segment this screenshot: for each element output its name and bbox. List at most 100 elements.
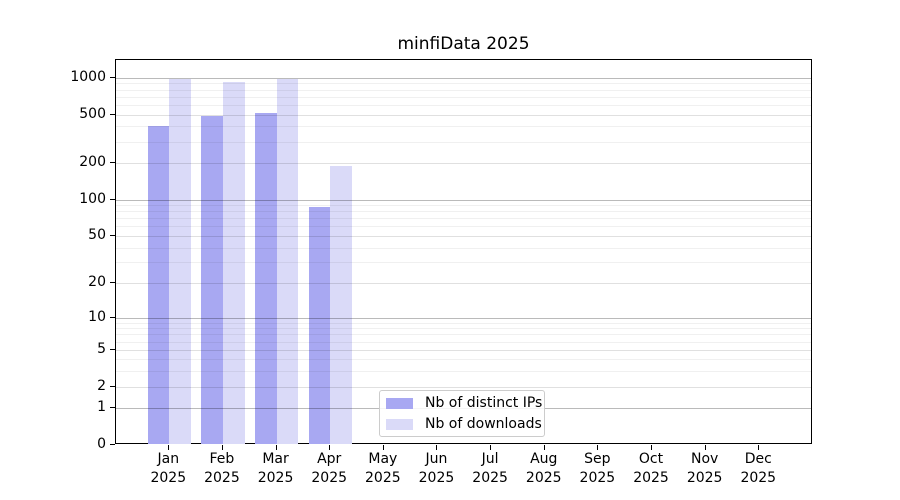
x-tick-label-apr: Apr 2025 — [287, 450, 371, 488]
bar-jan-downloads — [169, 79, 191, 444]
y-tick-label-100: 100 — [79, 190, 106, 207]
y-tick-label-500: 500 — [79, 105, 106, 122]
bar-feb-downloads — [222, 82, 245, 444]
x-tick-year: 2025 — [633, 470, 669, 486]
gridline-minor-7 — [116, 334, 811, 336]
x-tick-year: 2025 — [579, 470, 616, 486]
x-tick-year: 2025 — [740, 470, 777, 486]
y-tick-mark-200 — [110, 162, 115, 164]
x-tick-month: Aug — [530, 451, 558, 467]
gridline-minor-60 — [116, 226, 811, 228]
x-tick-label-sep: Sep 2025 — [555, 450, 639, 488]
gridline-minor-3 — [116, 371, 811, 373]
x-tick-month: May — [368, 451, 398, 467]
bar-jan-distinct-ips — [147, 125, 170, 444]
x-tick-year: 2025 — [418, 470, 455, 486]
gridline-mid-5 — [116, 349, 811, 351]
y-tick-label-5: 5 — [97, 340, 106, 357]
y-tick-label-10: 10 — [88, 308, 106, 325]
gridline-minor-30 — [116, 262, 811, 264]
x-tick-mark-jan — [168, 445, 170, 450]
x-tick-year: 2025 — [525, 470, 562, 486]
gridline-minor-400 — [116, 126, 811, 128]
x-tick-month: Mar — [262, 451, 289, 467]
x-tick-mark-may — [382, 445, 384, 450]
y-tick-label-200: 200 — [79, 154, 106, 171]
plot-area — [115, 59, 812, 444]
bar-apr-distinct-ips — [308, 206, 331, 444]
x-tick-label-jun: Jun 2025 — [394, 450, 478, 488]
legend: Nb of distinct IPs Nb of downloads — [379, 390, 545, 437]
y-tick-mark-50 — [110, 234, 115, 236]
gridline-minor-6 — [116, 341, 811, 343]
x-tick-year: 2025 — [472, 470, 508, 486]
x-tick-month: Nov — [690, 451, 719, 467]
gridline-major-10 — [116, 317, 811, 319]
x-tick-label-may: May 2025 — [341, 450, 425, 488]
gridline-mid-500 — [116, 114, 811, 116]
y-tick-mark-20 — [110, 282, 115, 284]
x-tick-month: Oct — [638, 451, 664, 467]
bar-apr-downloads — [330, 165, 352, 444]
x-tick-year: 2025 — [311, 470, 348, 486]
x-tick-mark-jun — [436, 445, 438, 450]
legend-swatch-distinct-ips — [386, 397, 413, 409]
x-tick-mark-mar — [275, 445, 277, 450]
bar-mar-downloads — [276, 78, 299, 444]
y-tick-mark-1 — [110, 407, 115, 409]
gridline-minor-900 — [116, 83, 811, 85]
x-tick-mark-jul — [490, 445, 492, 450]
y-tick-label-2: 2 — [97, 377, 106, 394]
y-tick-mark-2 — [110, 385, 115, 387]
x-tick-year: 2025 — [204, 470, 240, 486]
x-tick-label-mar: Mar 2025 — [234, 450, 318, 488]
x-tick-mark-oct — [651, 445, 653, 450]
gridline-mid-20 — [116, 283, 811, 285]
x-tick-label-feb: Feb 2025 — [180, 450, 264, 488]
y-tick-mark-0 — [110, 444, 115, 445]
x-tick-mark-dec — [758, 445, 760, 450]
gridline-mid-2 — [116, 386, 811, 388]
x-tick-year: 2025 — [150, 470, 187, 486]
y-tick-label-20: 20 — [88, 274, 106, 291]
y-tick-label-50: 50 — [88, 226, 106, 243]
bar-mar-distinct-ips — [254, 112, 277, 444]
gridline-minor-700 — [116, 96, 811, 98]
y-tick-label-1000: 1000 — [70, 68, 106, 85]
chart-title: minfiData 2025 — [397, 34, 530, 54]
gridline-minor-8 — [116, 328, 811, 330]
legend-label-downloads: Nb of downloads — [425, 415, 542, 432]
x-tick-mark-feb — [221, 445, 223, 450]
legend-label-distinct-ips: Nb of distinct IPs — [425, 394, 543, 411]
gridline-mid-50 — [116, 235, 811, 237]
x-tick-month: Feb — [209, 451, 235, 467]
legend-item-downloads: Nb of downloads — [386, 416, 542, 433]
x-tick-label-dec: Dec 2025 — [716, 450, 800, 488]
x-tick-mark-aug — [543, 445, 545, 450]
y-tick-mark-100 — [110, 198, 115, 200]
gridline-minor-600 — [116, 104, 811, 106]
x-tick-month: Jan — [157, 451, 180, 467]
y-tick-mark-10 — [110, 316, 115, 318]
x-tick-month: Dec — [744, 451, 772, 467]
gridline-minor-4 — [116, 359, 811, 361]
x-tick-year: 2025 — [257, 470, 294, 486]
gridline-minor-800 — [116, 89, 811, 91]
x-tick-month: Apr — [317, 451, 342, 467]
gridline-major-1000 — [116, 77, 811, 79]
gridline-minor-70 — [116, 218, 811, 220]
y-tick-mark-1000 — [110, 76, 115, 78]
y-tick-mark-500 — [110, 113, 115, 115]
x-tick-label-aug: Aug 2025 — [502, 450, 586, 488]
x-tick-year: 2025 — [686, 470, 723, 486]
x-tick-mark-apr — [329, 445, 331, 450]
gridline-minor-40 — [116, 247, 811, 249]
y-tick-label-1: 1 — [97, 399, 106, 416]
y-tick-label-0: 0 — [97, 436, 106, 452]
x-tick-month: Sep — [584, 451, 611, 467]
x-tick-label-jan: Jan 2025 — [126, 450, 210, 488]
legend-swatch-downloads — [386, 418, 413, 430]
x-tick-month: Jul — [481, 451, 499, 467]
gridline-minor-9 — [116, 322, 811, 324]
x-tick-label-jul: Jul 2025 — [448, 450, 532, 488]
